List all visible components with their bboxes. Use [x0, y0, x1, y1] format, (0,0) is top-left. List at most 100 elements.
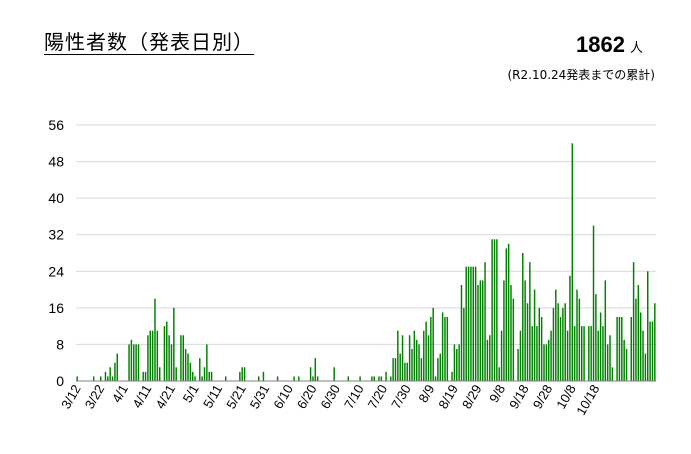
x-tick-label: 6/20: [294, 382, 320, 411]
bar: [583, 326, 585, 381]
bar: [505, 248, 508, 381]
bar: [293, 376, 295, 381]
bar: [439, 353, 441, 381]
x-tick-label: 5/11: [200, 382, 225, 411]
bar: [597, 330, 599, 381]
bar: [644, 353, 647, 381]
bar: [173, 307, 175, 381]
bar: [154, 298, 156, 381]
bar: [415, 339, 418, 381]
bar: [625, 349, 628, 381]
bar: [194, 376, 196, 381]
x-tick-label: 8/19: [435, 382, 461, 411]
bar: [182, 335, 185, 381]
bar: [100, 376, 102, 381]
bar: [493, 239, 496, 381]
bar: [210, 371, 213, 381]
bar: [566, 330, 569, 381]
bar: [316, 376, 319, 381]
bar: [408, 335, 411, 381]
bar: [189, 362, 192, 381]
bar: [243, 367, 246, 381]
bar: [456, 349, 458, 381]
bar: [507, 243, 510, 381]
x-tick-label: 5/1: [180, 382, 202, 405]
bar: [564, 303, 566, 381]
bar: [491, 239, 493, 381]
bar: [453, 344, 456, 381]
y-tick-label: 8: [56, 336, 64, 352]
bar: [187, 353, 189, 381]
bar: [538, 307, 541, 381]
bar: [420, 358, 423, 381]
bar: [578, 298, 581, 381]
bar: [609, 335, 611, 381]
bar: [201, 376, 203, 381]
bar: [460, 285, 463, 381]
bar: [642, 330, 644, 381]
bar: [576, 289, 578, 381]
bar: [550, 330, 552, 381]
bar: [444, 317, 446, 381]
bar: [76, 376, 78, 381]
bar: [206, 344, 208, 381]
bar: [392, 358, 394, 381]
bar: [168, 335, 170, 381]
bar: [552, 307, 555, 381]
page-title: 陽性者数（発表日別）: [44, 30, 254, 55]
bar: [394, 358, 397, 381]
x-tick-label: 6/30: [317, 382, 343, 411]
bar: [606, 344, 609, 381]
x-tick-label: 9/8: [486, 382, 508, 405]
bar: [151, 330, 154, 381]
bar: [533, 289, 536, 381]
bar: [135, 344, 137, 381]
bar: [496, 239, 498, 381]
total-count: 1862 人: [576, 32, 643, 58]
bar: [199, 358, 201, 381]
bar: [616, 317, 618, 381]
bar: [184, 349, 187, 381]
bar: [639, 312, 642, 381]
bar: [180, 335, 182, 381]
total-count-value: 1862: [576, 32, 625, 57]
bar: [423, 330, 425, 381]
bar: [477, 285, 479, 381]
bar: [510, 285, 512, 381]
bar: [397, 330, 399, 381]
bar: [611, 367, 614, 381]
bar: [481, 280, 484, 381]
x-tick-label: 4/21: [152, 382, 178, 411]
bar: [632, 262, 635, 381]
bar: [635, 298, 637, 381]
bar: [380, 376, 383, 381]
bar: [536, 326, 538, 381]
bar: [114, 362, 116, 381]
bar: [588, 326, 590, 381]
bar: [147, 335, 149, 381]
bar: [427, 335, 430, 381]
bar: [623, 339, 625, 381]
bar: [595, 294, 597, 381]
bar: [158, 367, 161, 381]
bar: [555, 289, 557, 381]
y-tick-label: 40: [48, 190, 64, 206]
y-tick-label: 24: [48, 263, 64, 279]
bar: [590, 326, 592, 381]
bar: [385, 371, 387, 381]
bar: [467, 266, 470, 381]
y-tick-label: 48: [48, 154, 64, 170]
y-tick-label: 0: [56, 373, 64, 389]
bar: [524, 280, 526, 381]
x-tick-label: 8/29: [459, 382, 485, 411]
bar: [130, 339, 133, 381]
y-tick-label: 32: [48, 227, 64, 243]
bar: [441, 312, 444, 381]
bar: [649, 321, 651, 381]
bar: [137, 344, 140, 381]
bar: [191, 371, 194, 381]
bar: [262, 371, 265, 381]
bar: [484, 262, 486, 381]
bar: [413, 330, 416, 381]
bar: [418, 344, 420, 381]
